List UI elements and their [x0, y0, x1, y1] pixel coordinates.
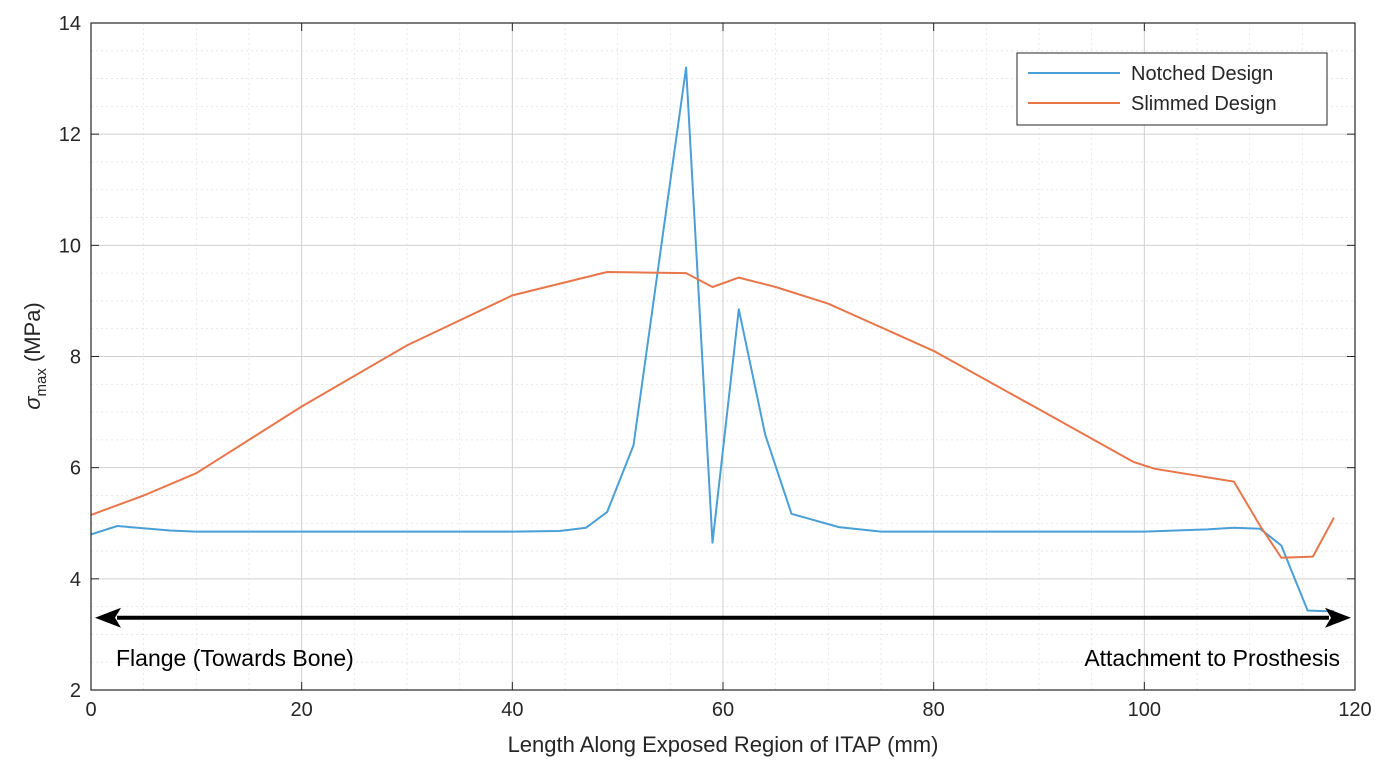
tick-marks: [90, 22, 1356, 691]
y-tick-label: 6: [70, 458, 81, 480]
x-tick-label: 40: [501, 699, 523, 721]
y-axis-subscript: max: [33, 368, 50, 397]
y-tick-label: 8: [70, 347, 81, 369]
y-axis-label: σmax (MPa): [20, 302, 50, 410]
x-tick-label: 20: [291, 699, 313, 721]
flange-label: Flange (Towards Bone): [116, 645, 354, 671]
y-tick-label: 4: [70, 569, 81, 591]
range-annotation: Flange (Towards Bone) Attachment to Pros…: [95, 607, 1351, 671]
legend: Notched Design Slimmed Design: [1016, 52, 1328, 126]
y-tick-labels: 2 4 6 8 10 12 14: [59, 13, 81, 702]
x-tick-label: 120: [1338, 699, 1371, 721]
x-axis-label: Length Along Exposed Region of ITAP (mm): [508, 732, 939, 757]
y-tick-label: 12: [59, 124, 81, 146]
prosthesis-label: Attachment to Prosthesis: [1084, 645, 1340, 671]
series-layer: [91, 66, 1335, 613]
y-axis-unit: (MPa): [20, 302, 45, 362]
legend-box: [1016, 52, 1328, 126]
series-line-slimmed-design: [91, 271, 1335, 559]
x-tick-label: 0: [85, 699, 96, 721]
legend-label-notched: Notched Design: [1131, 63, 1273, 85]
y-tick-label: 14: [59, 13, 81, 35]
legend-label-slimmed: Slimmed Design: [1131, 93, 1277, 115]
arrow-head-right: [1325, 607, 1351, 628]
x-tick-label: 100: [1128, 699, 1161, 721]
series-line-notched-design: [91, 66, 1334, 613]
y-tick-label: 10: [59, 235, 81, 257]
arrow-head-left: [95, 607, 121, 628]
y-axis-symbol: σ: [20, 396, 45, 410]
y-tick-label: 2: [70, 680, 81, 702]
x-tick-label: 80: [923, 699, 945, 721]
x-tick-label: 60: [712, 699, 734, 721]
x-tick-labels: 0 20 40 60 80 100 120: [85, 699, 1371, 721]
